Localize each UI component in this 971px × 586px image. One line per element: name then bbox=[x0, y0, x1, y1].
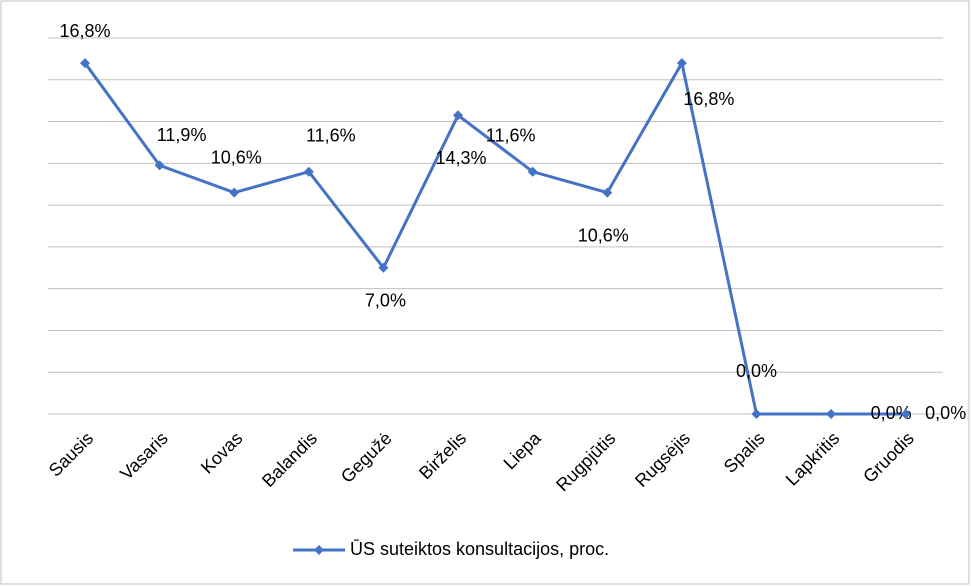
data-label: 11,6% bbox=[306, 125, 356, 145]
marker bbox=[453, 110, 464, 121]
data-label: 16,8% bbox=[683, 89, 734, 109]
data-label: 11,9% bbox=[157, 125, 207, 145]
marker bbox=[676, 58, 687, 69]
data-label: 11,6% bbox=[486, 125, 536, 145]
marker bbox=[900, 409, 911, 419]
marker bbox=[602, 187, 613, 198]
data-label: 16,8% bbox=[59, 21, 110, 41]
marker bbox=[527, 166, 538, 177]
marker bbox=[314, 545, 324, 555]
data-label: 0,0% bbox=[871, 403, 912, 423]
legend-label: ŪS suteiktos konsultacijos, proc. bbox=[350, 539, 609, 559]
data-label: 7,0% bbox=[365, 291, 406, 311]
data-label: 0,0% bbox=[736, 361, 777, 381]
line bbox=[83, 58, 906, 416]
marker bbox=[229, 187, 240, 198]
data-label: 10,6% bbox=[578, 225, 629, 245]
marker bbox=[154, 160, 165, 171]
data-label: 10,6% bbox=[211, 147, 262, 167]
marker bbox=[378, 262, 389, 273]
data-label: 0,0% bbox=[925, 403, 966, 423]
data-label: 14,3% bbox=[436, 148, 487, 168]
marker bbox=[826, 409, 837, 419]
marker bbox=[303, 166, 314, 177]
marker bbox=[751, 409, 762, 419]
marker bbox=[80, 58, 91, 69]
